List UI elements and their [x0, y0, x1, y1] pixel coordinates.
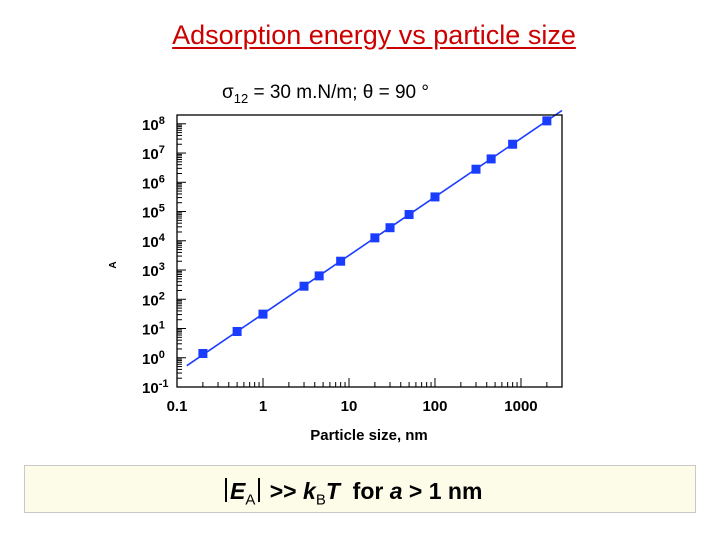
y-tick-label: 101 — [142, 320, 165, 339]
y-tick-base: 10 — [142, 234, 159, 251]
conclusion-equation: EA >> kBT for a > 1 nm — [222, 478, 482, 509]
x-axis-label: Particle size, nm — [310, 427, 428, 444]
y-tick-exponent: 7 — [159, 144, 165, 156]
y-tick-exponent: 1 — [159, 320, 165, 332]
data-point — [336, 256, 346, 266]
energy-subscript: A — [245, 491, 256, 509]
y-tick-exponent: 2 — [159, 290, 165, 302]
plot-frame — [176, 114, 563, 388]
data-point — [542, 116, 552, 126]
y-tick-exponent: 5 — [159, 203, 165, 215]
y-tick-exponent: 3 — [159, 261, 165, 273]
condition-text: > 1 nm — [408, 478, 483, 504]
y-tick-label: 100 — [142, 349, 165, 368]
data-point — [370, 233, 380, 243]
y-tick-exponent: -1 — [159, 378, 169, 390]
boltzmann-k: k — [303, 478, 316, 504]
subtitle-rest: = 30 m.N/m; θ = 90 ° — [248, 82, 429, 103]
y-tick-base: 10 — [142, 146, 159, 163]
data-point — [314, 271, 324, 281]
y-tick-base: 10 — [142, 117, 159, 134]
x-tick-label: 100 — [422, 398, 447, 415]
y-tick-base: 10 — [142, 292, 159, 309]
y-tick-exponent: 6 — [159, 173, 165, 185]
temperature-symbol: T — [325, 478, 340, 504]
sigma-symbol: σ — [222, 82, 234, 103]
boltzmann-subscript: B — [315, 491, 326, 509]
x-tick-label: 0.1 — [167, 398, 188, 415]
abs-bar-right — [258, 478, 261, 502]
conclusion-box — [24, 465, 696, 513]
x-tick-labels: 0.1 1 10 100 1000 — [167, 398, 538, 415]
data-point — [232, 327, 242, 337]
y-tick-label: 105 — [142, 203, 165, 222]
y-tick-base: 10 — [142, 205, 159, 222]
data-point — [508, 139, 518, 149]
data-point — [404, 210, 414, 220]
data-point — [198, 348, 208, 358]
data-point — [486, 154, 496, 164]
sigma-subscript: 12 — [233, 90, 249, 106]
y-tick-exponent: 8 — [159, 115, 165, 127]
y-tick-base: 10 — [142, 351, 159, 368]
abs-bar-left — [225, 478, 227, 502]
tick-marks — [176, 114, 563, 388]
y-tick-base: 10 — [142, 175, 159, 192]
y-tick-exponent: 4 — [159, 232, 166, 244]
y-tick-label: 104 — [142, 232, 166, 251]
x-tick-label: 1 — [259, 398, 267, 415]
y-tick-label: 103 — [142, 261, 165, 280]
y-tick-label: 106 — [142, 173, 165, 192]
y-tick-base: 10 — [142, 263, 159, 280]
data-points — [198, 116, 552, 358]
for-word: for — [352, 478, 384, 504]
page-title: Adsorption energy vs particle size — [172, 20, 576, 50]
y-tick-label: 10-1 — [142, 378, 168, 397]
y-tick-label: 102 — [142, 290, 165, 309]
data-point — [471, 164, 481, 174]
relation-symbol: >> — [269, 478, 297, 504]
data-point — [385, 223, 395, 233]
y-axis-label: A — [108, 261, 119, 268]
y-tick-base: 10 — [142, 380, 159, 397]
y-tick-base: 10 — [142, 322, 159, 339]
y-tick-label: 107 — [142, 144, 165, 163]
x-tick-label: 1000 — [504, 398, 537, 415]
y-tick-label: 108 — [142, 115, 165, 134]
energy-symbol: E — [230, 478, 246, 504]
data-point — [430, 192, 440, 202]
chart-subtitle: σ12 = 30 m.N/m; θ = 90 ° — [222, 82, 429, 106]
data-point — [299, 281, 309, 291]
y-tick-exponent: 0 — [159, 349, 165, 361]
x-tick-label: 10 — [341, 398, 358, 415]
data-point — [258, 309, 268, 319]
radius-symbol: a — [389, 478, 403, 504]
